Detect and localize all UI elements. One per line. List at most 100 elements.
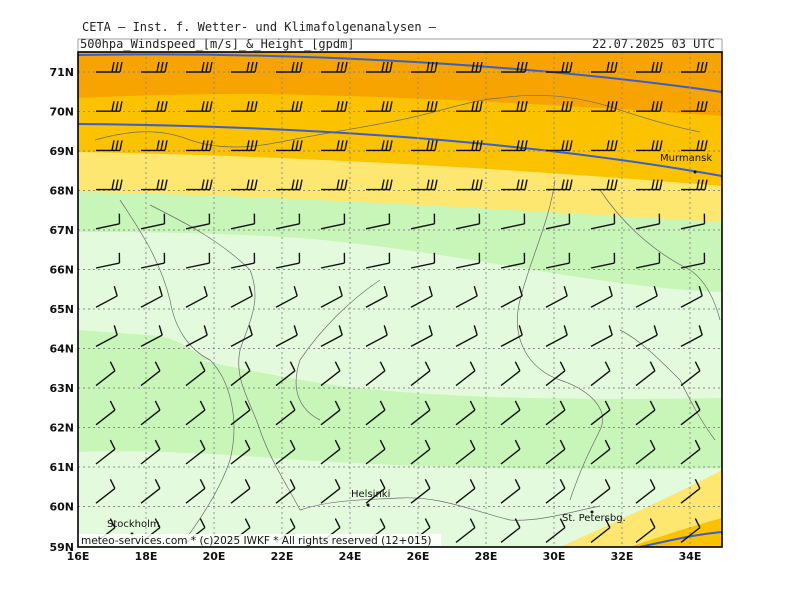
wind-barb [680,439,701,465]
latitude-label: 69N [49,145,74,158]
longitude-label: 16E [67,550,90,563]
wind-barb [545,252,571,269]
wind-barb [720,362,747,386]
copyright-text: meteo-services.com * (c)2025 IWKF * All … [81,535,432,547]
wind-barb [320,361,341,387]
fill-band-strong [78,52,722,116]
wind-barb [681,140,708,152]
wind-barb [231,179,258,191]
wind-barb [635,518,656,543]
wind-barb [276,61,303,73]
wind-barb [140,361,161,387]
wind-barb [545,400,566,426]
wind-barb [590,213,616,230]
wind-barb [366,179,393,191]
city-label-murmansk: Murmansk [660,153,712,164]
copyright-box [79,534,441,546]
wind-barb [140,213,166,230]
wind-barb [545,439,566,465]
wind-barb [230,213,256,230]
wind-barb [231,140,258,152]
wind-barb [590,400,611,426]
wind-barb [411,101,438,112]
wind-barb [186,179,213,191]
wind-barb [726,62,752,72]
wind-barb [726,101,752,111]
wind-barb [320,213,346,230]
longitude-label: 32E [611,550,634,563]
wind-barb [410,325,433,348]
wind-barb [231,61,258,73]
wind-barb [275,325,298,348]
wind-barb [456,61,483,73]
wind-barb [186,101,213,112]
wind-barb [320,439,341,465]
wind-barb [721,325,749,346]
wind-barb [500,518,521,543]
wind-barb [411,61,438,73]
wind-barb [721,286,749,307]
latitude-label: 66N [49,264,74,277]
wind-barb [275,285,298,308]
wind-barb [185,400,206,426]
wind-barb [545,478,566,504]
wind-barb [720,401,747,425]
city-label-helsinki: Helsinki [351,489,390,500]
wind-barb [321,101,348,112]
longitude-label: 18E [135,550,158,563]
wind-barb [545,213,571,230]
wind-barb [95,285,118,308]
wind-barb [501,140,528,152]
wind-barb [365,325,388,348]
wind-barb [140,478,161,504]
wind-barb [726,140,752,150]
wind-barb [321,179,348,191]
wind-barb [501,179,528,191]
wind-barb [141,101,168,112]
wind-barb [545,285,568,308]
wind-barb [545,361,566,387]
wind-barb [680,478,701,504]
latitude-label: 62N [49,422,74,435]
wind-barb [185,439,206,465]
wind-barb [500,325,523,348]
wind-barb [500,213,526,230]
wind-barb [321,61,348,73]
wind-barb [635,361,656,387]
wind-barb [455,213,481,230]
wind-barb [185,285,208,308]
wind-barb [95,213,121,230]
wind-barb [455,252,481,269]
wind-barb [95,252,121,269]
wind-barb [720,479,747,503]
wind-barb [275,361,296,387]
fill-band-green [78,188,722,292]
wind-barb [96,101,123,112]
wind-barb [365,252,391,269]
wind-barb [546,140,573,152]
wind-barb [366,61,393,73]
wind-barb [546,101,573,112]
wind-barb [140,400,161,426]
wind-barb [724,214,752,229]
wind-barb [680,252,706,269]
city-label-stockholm: Stockholm [107,519,160,530]
latitude-label: 59N [49,541,74,554]
latitude-label: 68N [49,185,74,198]
wind-barb [411,140,438,152]
wind-barb [410,400,431,426]
wind-barb [275,439,296,465]
wind-barb [500,439,521,465]
wind-barb [141,61,168,73]
wind-barb [230,439,251,465]
wind-barb [636,61,663,73]
latitude-label: 61N [49,461,74,474]
longitude-label: 28E [475,550,498,563]
wind-barb [230,400,251,426]
wind-barb [546,61,573,73]
wind-barb [140,325,163,348]
wind-barb [320,285,343,308]
wind-barb [500,252,526,269]
wind-barb [724,253,752,268]
longitude-label: 22E [271,550,294,563]
